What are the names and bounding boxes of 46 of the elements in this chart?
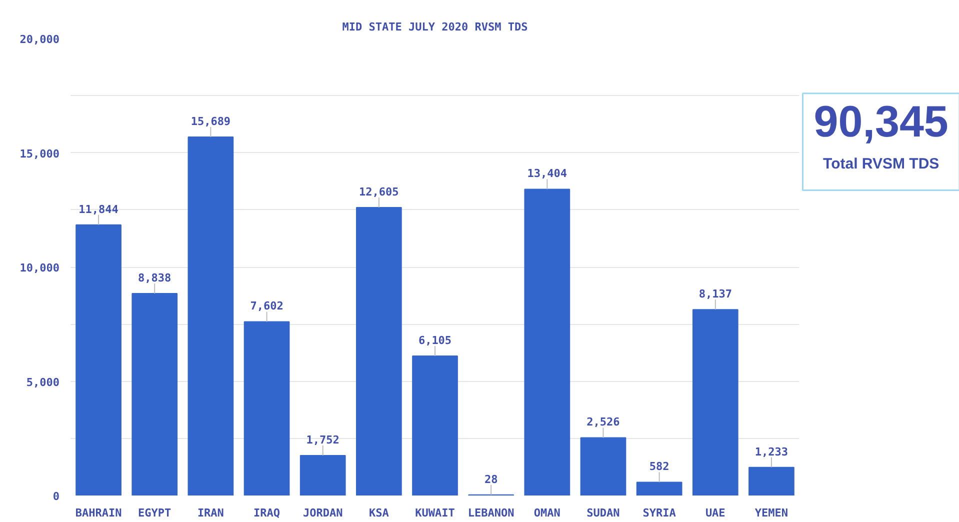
data-label: 15,689: [190, 114, 231, 128]
data-label: 1,233: [754, 445, 788, 458]
x-tick-label: SYRIA: [642, 506, 676, 520]
x-tick-label: UAE: [705, 506, 726, 520]
bar: [524, 188, 570, 496]
x-tick-label: JORDAN: [302, 506, 343, 520]
x-tick-label: IRAQ: [254, 506, 280, 520]
data-label: 2,526: [586, 416, 620, 429]
data-label: 28: [484, 472, 498, 486]
bar: [188, 136, 234, 496]
x-tick-label: YEMEN: [754, 506, 788, 520]
y-tick-label: 20,000: [20, 33, 60, 46]
chart-title: MID STATE JULY 2020 RVSM TDS: [342, 20, 528, 34]
x-tick-label: IRAN: [197, 506, 224, 520]
x-tick-label: LEBANON: [468, 506, 514, 520]
y-tick-label: 5,000: [26, 376, 60, 389]
text: Total RVSM TDS: [823, 156, 940, 173]
y-tick-label: 10,000: [20, 262, 60, 274]
bar: [132, 293, 178, 496]
y-tick-label: 15,000: [20, 147, 60, 160]
bar: [748, 466, 794, 496]
data-label: 11,844: [78, 202, 119, 216]
bar: [580, 437, 626, 496]
x-tick-label: KUWAIT: [415, 506, 456, 520]
bar: [412, 356, 458, 496]
bar: [692, 309, 738, 496]
x-tick-label: OMAN: [534, 506, 560, 520]
x-tick-label: KSA: [368, 506, 390, 520]
bar: [76, 224, 122, 496]
data-label: 1,752: [306, 433, 340, 446]
data-label: 12,605: [359, 185, 399, 198]
bar: [636, 482, 682, 496]
bar: [300, 454, 346, 496]
x-tick-label: SUDAN: [586, 506, 620, 520]
x-tick-label: BAHRAIN: [75, 506, 122, 520]
data-label: 582: [649, 460, 670, 474]
data-label: 8,137: [698, 288, 732, 301]
data-label: 7,602: [250, 300, 284, 313]
data-label: 8,838: [138, 272, 172, 284]
bar: [244, 321, 290, 496]
y-tick-label: 0: [52, 490, 60, 503]
data-label: 13,404: [527, 167, 568, 180]
x-tick-label: EGYPT: [138, 506, 172, 520]
bar: [356, 206, 402, 496]
text: 90,345: [814, 97, 948, 146]
data-label: 6,105: [418, 334, 452, 347]
